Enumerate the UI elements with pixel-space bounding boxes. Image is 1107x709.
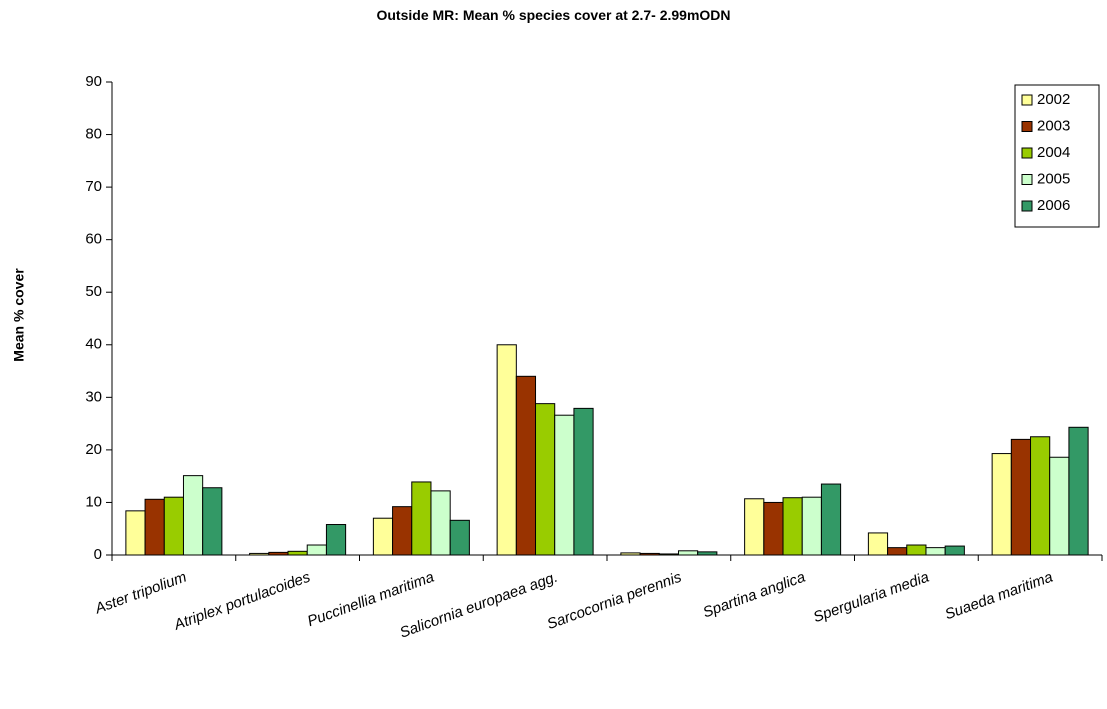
x-category-label: Sarcocornia perennis — [545, 568, 684, 633]
bar-2005-atriplex-portulacoides — [306, 544, 327, 556]
y-tick-label: 30 — [85, 388, 102, 405]
legend-swatch-2003 — [1021, 121, 1033, 132]
bar-2003-spartina-anglica — [763, 501, 784, 556]
bar-2005-suaeda-maritima — [1049, 456, 1070, 556]
bar-2006-atriplex-portulacoides — [325, 524, 347, 556]
bar-2005-aster-tripolium — [182, 475, 204, 556]
bar-2006-spergularia-media — [944, 545, 965, 556]
y-axis-title: Mean % cover — [11, 268, 27, 362]
legend-label-2002: 2002 — [1037, 91, 1070, 108]
bar-2006-salicornia-europaea-agg- — [573, 407, 594, 556]
x-category-label: Aster tripolium — [92, 569, 189, 618]
bar-2003-aster-tripolium — [144, 498, 165, 556]
bar-2004-salicornia-europaea-agg- — [535, 403, 556, 556]
legend-label-2004: 2004 — [1037, 144, 1070, 161]
y-tick-label: 20 — [85, 441, 102, 458]
y-tick-label: 10 — [85, 493, 102, 510]
x-category-label: Spartina anglica — [701, 569, 808, 622]
bar-2003-salicornia-europaea-agg- — [515, 375, 537, 556]
bar-2003-puccinellia-maritima — [392, 506, 413, 556]
legend-swatch-2006 — [1021, 200, 1033, 212]
legend-label-2006: 2006 — [1037, 197, 1070, 214]
y-tick-label: 40 — [85, 336, 102, 353]
legend-swatch-2004 — [1021, 147, 1033, 159]
bar-2006-suaeda-maritima — [1068, 426, 1089, 556]
bar-2004-spergularia-media — [906, 544, 927, 556]
y-tick-label: 0 — [94, 546, 102, 563]
x-category-label: Suaeda maritima — [943, 569, 1055, 624]
bar-2002-aster-tripolium — [125, 510, 146, 556]
bar-2002-salicornia-europaea-agg- — [496, 344, 517, 556]
legend-swatch-2002 — [1021, 94, 1033, 106]
bar-2005-puccinellia-maritima — [430, 490, 451, 556]
bar-2004-puccinellia-maritima — [411, 481, 432, 556]
y-tick-label: 90 — [85, 73, 102, 90]
x-category-label: Spergularia media — [811, 569, 931, 627]
bar-2006-puccinellia-maritima — [449, 519, 470, 556]
legend: 2002 2003 2004 2005 2006 — [1014, 84, 1100, 228]
bar-2002-suaeda-maritima — [991, 453, 1012, 556]
bar-2002-puccinellia-maritima — [372, 517, 394, 556]
bar-2004-aster-tripolium — [163, 496, 184, 556]
y-tick-label: 50 — [85, 283, 102, 300]
x-category-label: Atriplex portulacoides — [171, 568, 313, 634]
bar-2003-suaeda-maritima — [1010, 438, 1032, 556]
chart-title: Outside MR: Mean % species cover at 2.7-… — [376, 7, 731, 23]
bar-2004-atriplex-portulacoides — [287, 550, 308, 556]
bar-2003-spergularia-media — [887, 547, 908, 556]
bar-2004-suaeda-maritima — [1030, 436, 1051, 556]
legend-label-2005: 2005 — [1037, 170, 1070, 187]
bar-2006-spartina-anglica — [820, 483, 842, 556]
bar-2005-sarcocornia-perennis — [677, 550, 699, 556]
bar-2005-spartina-anglica — [801, 496, 822, 556]
y-tick-label: 80 — [85, 126, 102, 143]
bar-2002-spartina-anglica — [744, 498, 765, 556]
bar-2005-salicornia-europaea-agg- — [554, 414, 575, 556]
legend-swatch-2005 — [1021, 174, 1033, 185]
bar-2004-spartina-anglica — [782, 497, 803, 556]
bar-2006-aster-tripolium — [202, 487, 223, 556]
legend-label-2003: 2003 — [1037, 117, 1070, 134]
bar-2002-spergularia-media — [867, 532, 889, 556]
bar-2005-spergularia-media — [925, 547, 946, 556]
y-tick-label: 60 — [85, 231, 102, 248]
y-tick-label: 70 — [85, 178, 102, 195]
